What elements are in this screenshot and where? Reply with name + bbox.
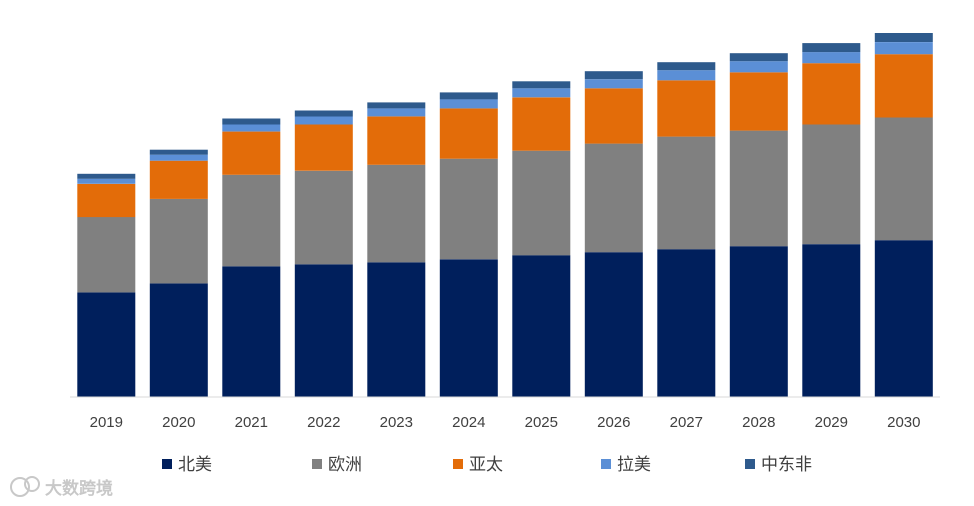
legend-label-4: 中东非 xyxy=(761,455,812,475)
legend-swatch-3 xyxy=(601,459,611,469)
watermark-logo-icon xyxy=(10,476,40,497)
bar-2030-series-3 xyxy=(874,42,933,55)
bar-2024-series-1 xyxy=(439,158,498,260)
bar-2028-series-0 xyxy=(729,246,788,397)
x-tick-labels: 2019 2020 2021 2022 2023 2024 2025 2026 2027 2028… xyxy=(90,414,921,431)
bar-2024-series-4 xyxy=(439,92,498,100)
bar-2019-series-4 xyxy=(77,173,136,179)
bar-2023-series-0 xyxy=(367,262,426,397)
bar-2019-series-0 xyxy=(77,292,136,397)
bar-2020-series-3 xyxy=(149,154,208,161)
bar-2029-series-4 xyxy=(802,43,861,53)
bar-2030-series-4 xyxy=(874,33,933,42)
x-tick-label-2022: 2022 xyxy=(307,414,340,431)
bar-2023-series-4 xyxy=(367,102,426,109)
bar-2028-series-3 xyxy=(729,61,788,73)
x-tick-label-2026: 2026 xyxy=(597,414,630,431)
bar-2023-series-1 xyxy=(367,164,426,263)
bar-2027-series-1 xyxy=(657,136,716,250)
bar-2021-series-0 xyxy=(222,266,281,397)
x-tick-label-2019: 2019 xyxy=(90,414,123,431)
bar-2022-series-0 xyxy=(294,264,353,397)
bar-2030-series-0 xyxy=(874,240,933,397)
bar-2029-series-3 xyxy=(802,52,861,64)
bar-2030-series-2 xyxy=(874,54,933,118)
x-tick-label-2030: 2030 xyxy=(887,414,920,431)
bar-2026-series-2 xyxy=(584,88,643,144)
bar-2022-series-3 xyxy=(294,116,353,125)
bar-2023-series-2 xyxy=(367,116,426,165)
legend-swatch-4 xyxy=(745,459,755,469)
bar-2020-series-2 xyxy=(149,160,208,199)
bar-2026-series-3 xyxy=(584,79,643,89)
legend-swatch-2 xyxy=(453,459,463,469)
watermark: 大数跨境 xyxy=(10,476,113,499)
x-tick-label-2021: 2021 xyxy=(235,414,268,431)
watermark-text: 大数跨境 xyxy=(45,478,113,499)
bar-2021-series-4 xyxy=(222,118,281,125)
bar-2020-series-1 xyxy=(149,198,208,284)
bar-2021-series-1 xyxy=(222,174,281,267)
legend-swatch-0 xyxy=(162,459,172,469)
bar-2028-series-4 xyxy=(729,53,788,62)
bar-2025-series-1 xyxy=(512,150,571,256)
bar-2025-series-4 xyxy=(512,81,571,89)
legend: 北美 欧洲 亚太 拉美 中东非 xyxy=(162,455,812,475)
bar-2024-series-2 xyxy=(439,108,498,159)
bar-2024-series-0 xyxy=(439,259,498,397)
bar-2020-series-0 xyxy=(149,283,208,397)
bar-2027-series-2 xyxy=(657,80,716,137)
x-tick-label-2020: 2020 xyxy=(162,414,195,431)
bar-2024-series-3 xyxy=(439,99,498,109)
legend-label-0: 北美 xyxy=(178,455,212,475)
legend-swatch-1 xyxy=(312,459,322,469)
legend-label-2: 亚太 xyxy=(469,455,503,475)
bar-2027-series-0 xyxy=(657,249,716,397)
x-tick-label-2028: 2028 xyxy=(742,414,775,431)
x-tick-label-2029: 2029 xyxy=(815,414,848,431)
x-tick-label-2027: 2027 xyxy=(670,414,703,431)
bar-2028-series-2 xyxy=(729,72,788,131)
bar-2022-series-1 xyxy=(294,170,353,265)
bar-2019-series-2 xyxy=(77,183,136,218)
bar-2030-series-1 xyxy=(874,117,933,241)
bar-2021-series-3 xyxy=(222,124,281,132)
bar-2022-series-4 xyxy=(294,110,353,117)
bar-2026-series-0 xyxy=(584,252,643,397)
legend-label-3: 拉美 xyxy=(617,455,651,475)
bar-2025-series-3 xyxy=(512,88,571,98)
bar-2022-series-2 xyxy=(294,124,353,171)
bar-2021-series-2 xyxy=(222,131,281,175)
bar-2027-series-3 xyxy=(657,70,716,81)
x-tick-label-2024: 2024 xyxy=(452,414,485,431)
bar-2025-series-0 xyxy=(512,255,571,397)
bar-2025-series-2 xyxy=(512,97,571,151)
bar-2028-series-1 xyxy=(729,130,788,247)
legend-label-1: 欧洲 xyxy=(328,455,362,475)
x-tick-label-2025: 2025 xyxy=(525,414,558,431)
bar-2027-series-4 xyxy=(657,62,716,71)
bars-group xyxy=(77,33,933,397)
bar-2019-series-1 xyxy=(77,217,136,293)
bar-2019-series-3 xyxy=(77,178,136,184)
bar-2020-series-4 xyxy=(149,149,208,155)
bar-2029-series-0 xyxy=(802,244,861,397)
bar-2026-series-4 xyxy=(584,71,643,80)
bar-2023-series-3 xyxy=(367,108,426,117)
bar-2029-series-1 xyxy=(802,124,861,245)
bar-2029-series-2 xyxy=(802,63,861,125)
x-tick-label-2023: 2023 xyxy=(380,414,413,431)
bar-2026-series-1 xyxy=(584,143,643,253)
